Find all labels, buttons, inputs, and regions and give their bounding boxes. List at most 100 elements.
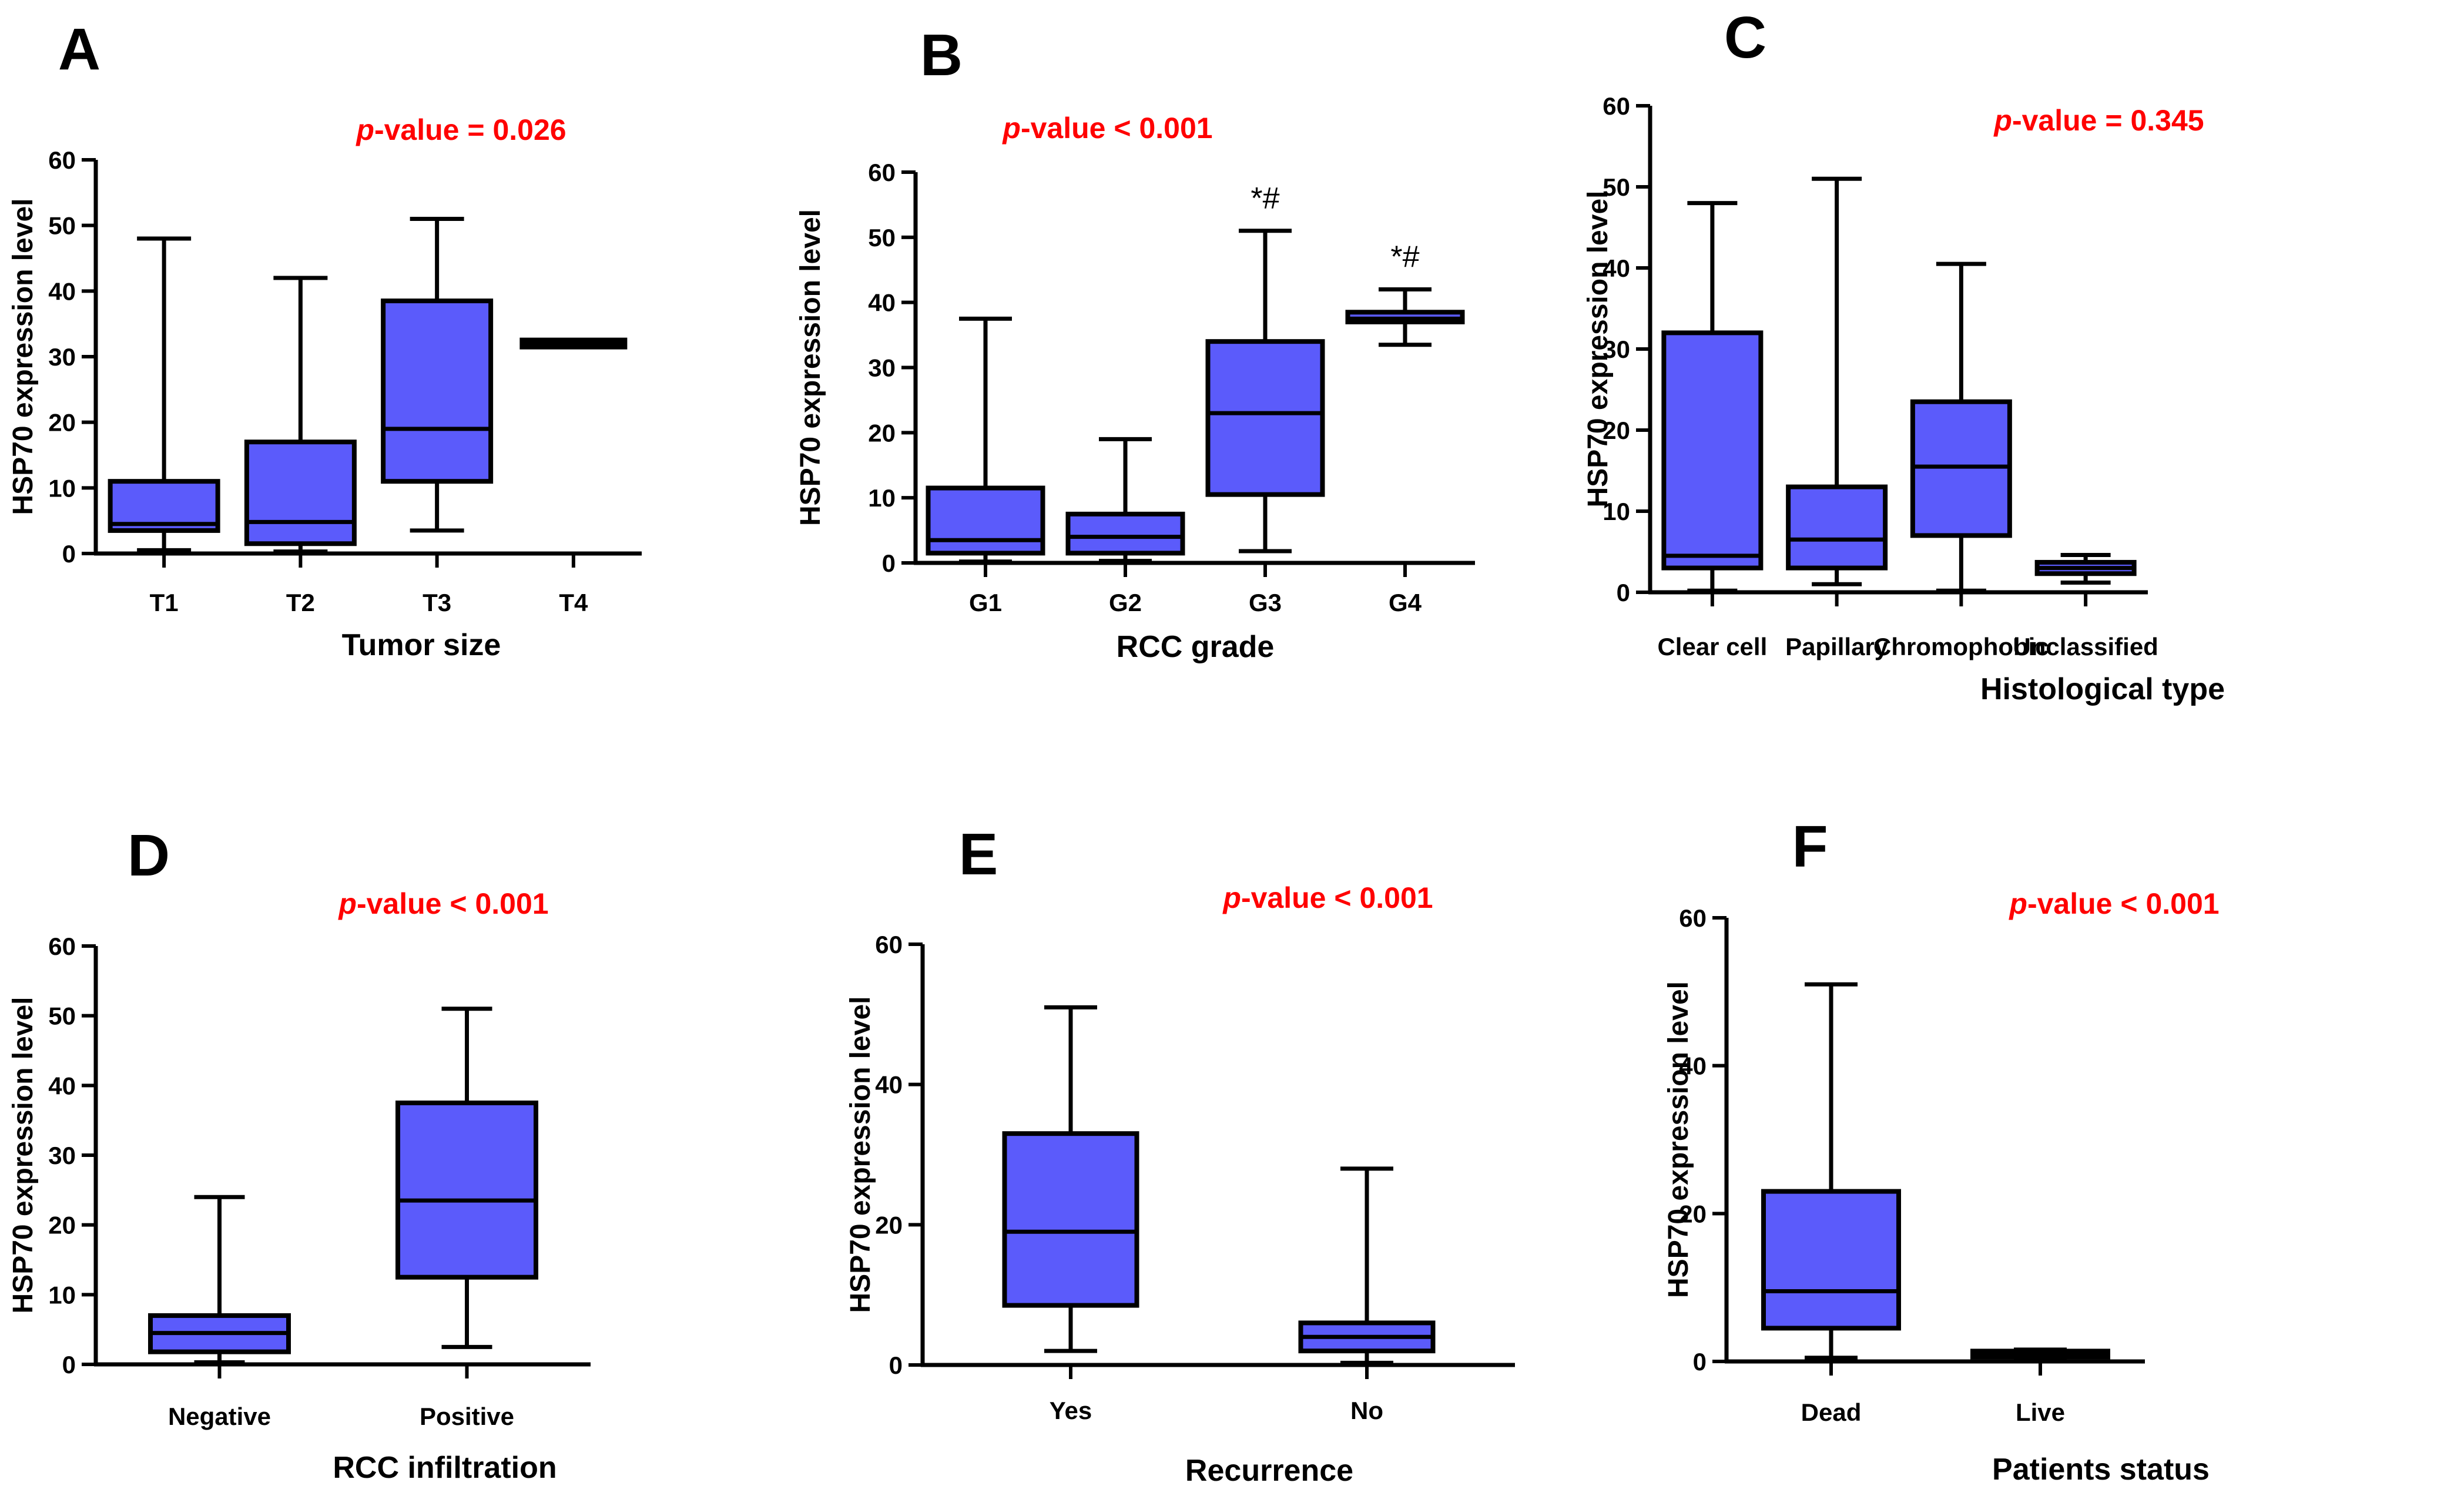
iqr-box [395,1101,538,1280]
y-tick-label: 60 [48,146,76,174]
iqr-box [381,298,494,484]
y-tick-label: 20 [875,1211,903,1239]
box-positive [395,1007,538,1349]
y-tick-label: 0 [1693,1348,1707,1376]
box-yes [1002,1005,1139,1353]
y-tick-label: 50 [1603,173,1630,201]
y-tick-label: 30 [868,354,896,382]
x-tick-label: T2 [286,589,315,616]
y-tick-label: 0 [1617,579,1630,606]
box-dead [1761,982,1901,1360]
y-tick-label: 60 [1679,904,1707,932]
box-t3 [381,217,494,533]
x-tick-label: G3 [1249,589,1282,616]
y-tick-label: 40 [48,277,76,305]
p-value-text: -value < 0.001 [357,887,549,920]
panel-letter: B [920,22,963,88]
box-g1 [926,316,1045,564]
x-tick-label: Live [2016,1398,2065,1426]
y-axis-label: HSP70 expression level [845,997,876,1313]
p-value-label: p-value < 0.001 [1222,881,1433,914]
y-tick-label: 20 [1679,1200,1707,1227]
x-axis-label: RCC grade [1117,630,1275,664]
panel-f: Fp-value < 0.001 0 20 40 60 Dead Live Patients … [1663,814,2220,1487]
box-g3: *# [1205,182,1325,554]
box-chromophobic [1910,261,2012,593]
p-value-text: -value < 0.001 [1241,881,1433,914]
panel-e: Ep-value < 0.001 0 20 40 60 Yes No Recurrence HS… [845,821,1515,1488]
iqr-box [1205,339,1325,497]
p-value-label: p-value < 0.001 [2008,887,2219,920]
y-tick-label: 60 [1603,92,1630,120]
iqr-box [244,440,357,546]
y-tick-label: 50 [48,212,76,240]
y-tick-label: 30 [48,343,76,371]
significance-annotation: *# [1251,182,1279,216]
x-tick-label: T4 [559,589,588,616]
box-t1 [108,236,220,552]
y-tick-label: 20 [868,419,896,447]
box-no [1298,1166,1436,1365]
p-value-italic-p: p [1001,112,1021,145]
x-tick-label: Positive [420,1403,514,1430]
p-value-italic-p: p [355,113,374,146]
box-g4: *# [1345,240,1465,347]
x-tick-label: No [1350,1397,1383,1424]
panel-letter: D [128,823,170,888]
x-tick-label: G4 [1389,589,1422,616]
y-tick-label: 0 [889,1351,903,1379]
panel-letter: C [1724,5,1766,71]
y-tick-label: 40 [875,1071,903,1099]
y-axis-label: HSP70 expression level [1663,981,1694,1298]
box-g2 [1065,437,1185,563]
iqr-box [1002,1131,1139,1308]
x-tick-label: Negative [168,1403,271,1430]
x-tick-label: G1 [969,589,1002,616]
p-value-text: -value < 0.001 [2027,887,2220,920]
y-tick-label: 20 [48,409,76,437]
p-value-italic-p: p [337,887,357,920]
panel-c: Cp-value = 0.345 0 10 20 30 40 50 60 Clear cell P… [1583,5,2225,706]
panel-letter: E [959,821,998,887]
iqr-box [1761,1189,1901,1331]
x-tick-label: Chromophobic [1873,633,2049,660]
y-tick-label: 40 [48,1072,76,1099]
box-live [1970,1347,2110,1362]
y-tick-label: 40 [1603,254,1630,282]
y-axis-label: HSP70 expression level [8,997,39,1314]
x-tick-label: Unclassified [2013,633,2158,660]
y-tick-label: 10 [1603,498,1630,525]
p-value-label: p-value < 0.001 [337,887,548,920]
y-tick-label: 20 [48,1212,76,1239]
x-axis-label: Patients status [1992,1453,2210,1487]
panel-letter: F [1792,814,1828,880]
p-value-text: -value < 0.001 [1021,112,1213,145]
y-tick-label: 60 [48,933,76,960]
panel-d: Dp-value < 0.001 0 10 20 30 40 50 60 Negative Pos… [8,823,591,1485]
p-value-label: p-value < 0.001 [1001,112,1212,145]
y-tick-label: 30 [48,1142,76,1169]
x-axis-label: RCC infiltration [333,1451,557,1485]
y-tick-label: 50 [48,1002,76,1030]
x-tick-label: Clear cell [1657,633,1767,660]
y-axis-label: HSP70 expression level [1583,191,1614,508]
p-value-label: p-value = 0.026 [355,113,566,146]
x-axis-label: Tumor size [342,628,501,662]
x-tick-label: Papillary [1785,633,1889,660]
panel-letter: A [58,16,100,82]
x-axis-label: Histological type [1980,672,2225,706]
y-tick-label: 10 [868,484,896,512]
y-tick-label: 0 [62,540,76,568]
p-value-label: p-value = 0.345 [1993,104,2204,137]
p-value-italic-p: p [1222,881,1241,914]
x-tick-label: T1 [150,589,179,616]
y-tick-label: 60 [868,159,896,186]
y-tick-label: 10 [48,1281,76,1309]
panel-b: Bp-value < 0.001 0 10 20 30 40 50 60 G1 G2 G3 *# G4 *… [795,22,1475,664]
box-t2 [244,276,357,554]
x-tick-label: G2 [1109,589,1142,616]
y-tick-label: 30 [1603,336,1630,363]
x-axis-label: Recurrence [1185,1454,1353,1488]
box-papillary [1786,176,1888,586]
y-tick-label: 40 [1679,1052,1707,1080]
